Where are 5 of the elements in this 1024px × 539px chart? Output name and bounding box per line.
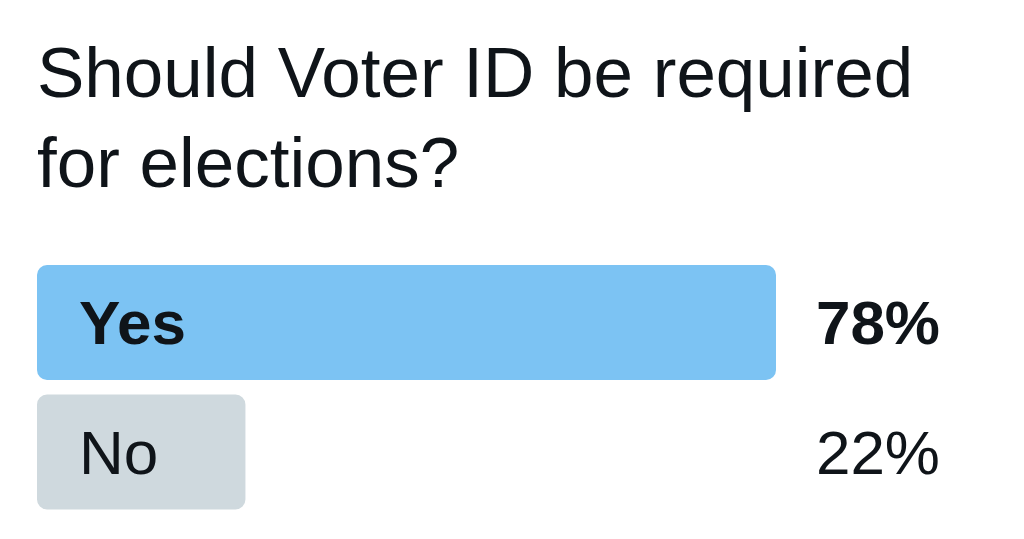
chart-title: Should Voter ID be required for elections? bbox=[37, 32, 915, 204]
y-tick-label: Yes bbox=[79, 288, 186, 357]
data-label: 22% bbox=[815, 417, 940, 487]
data-label: 78% bbox=[815, 288, 940, 357]
y-tick-label: No bbox=[79, 417, 159, 487]
